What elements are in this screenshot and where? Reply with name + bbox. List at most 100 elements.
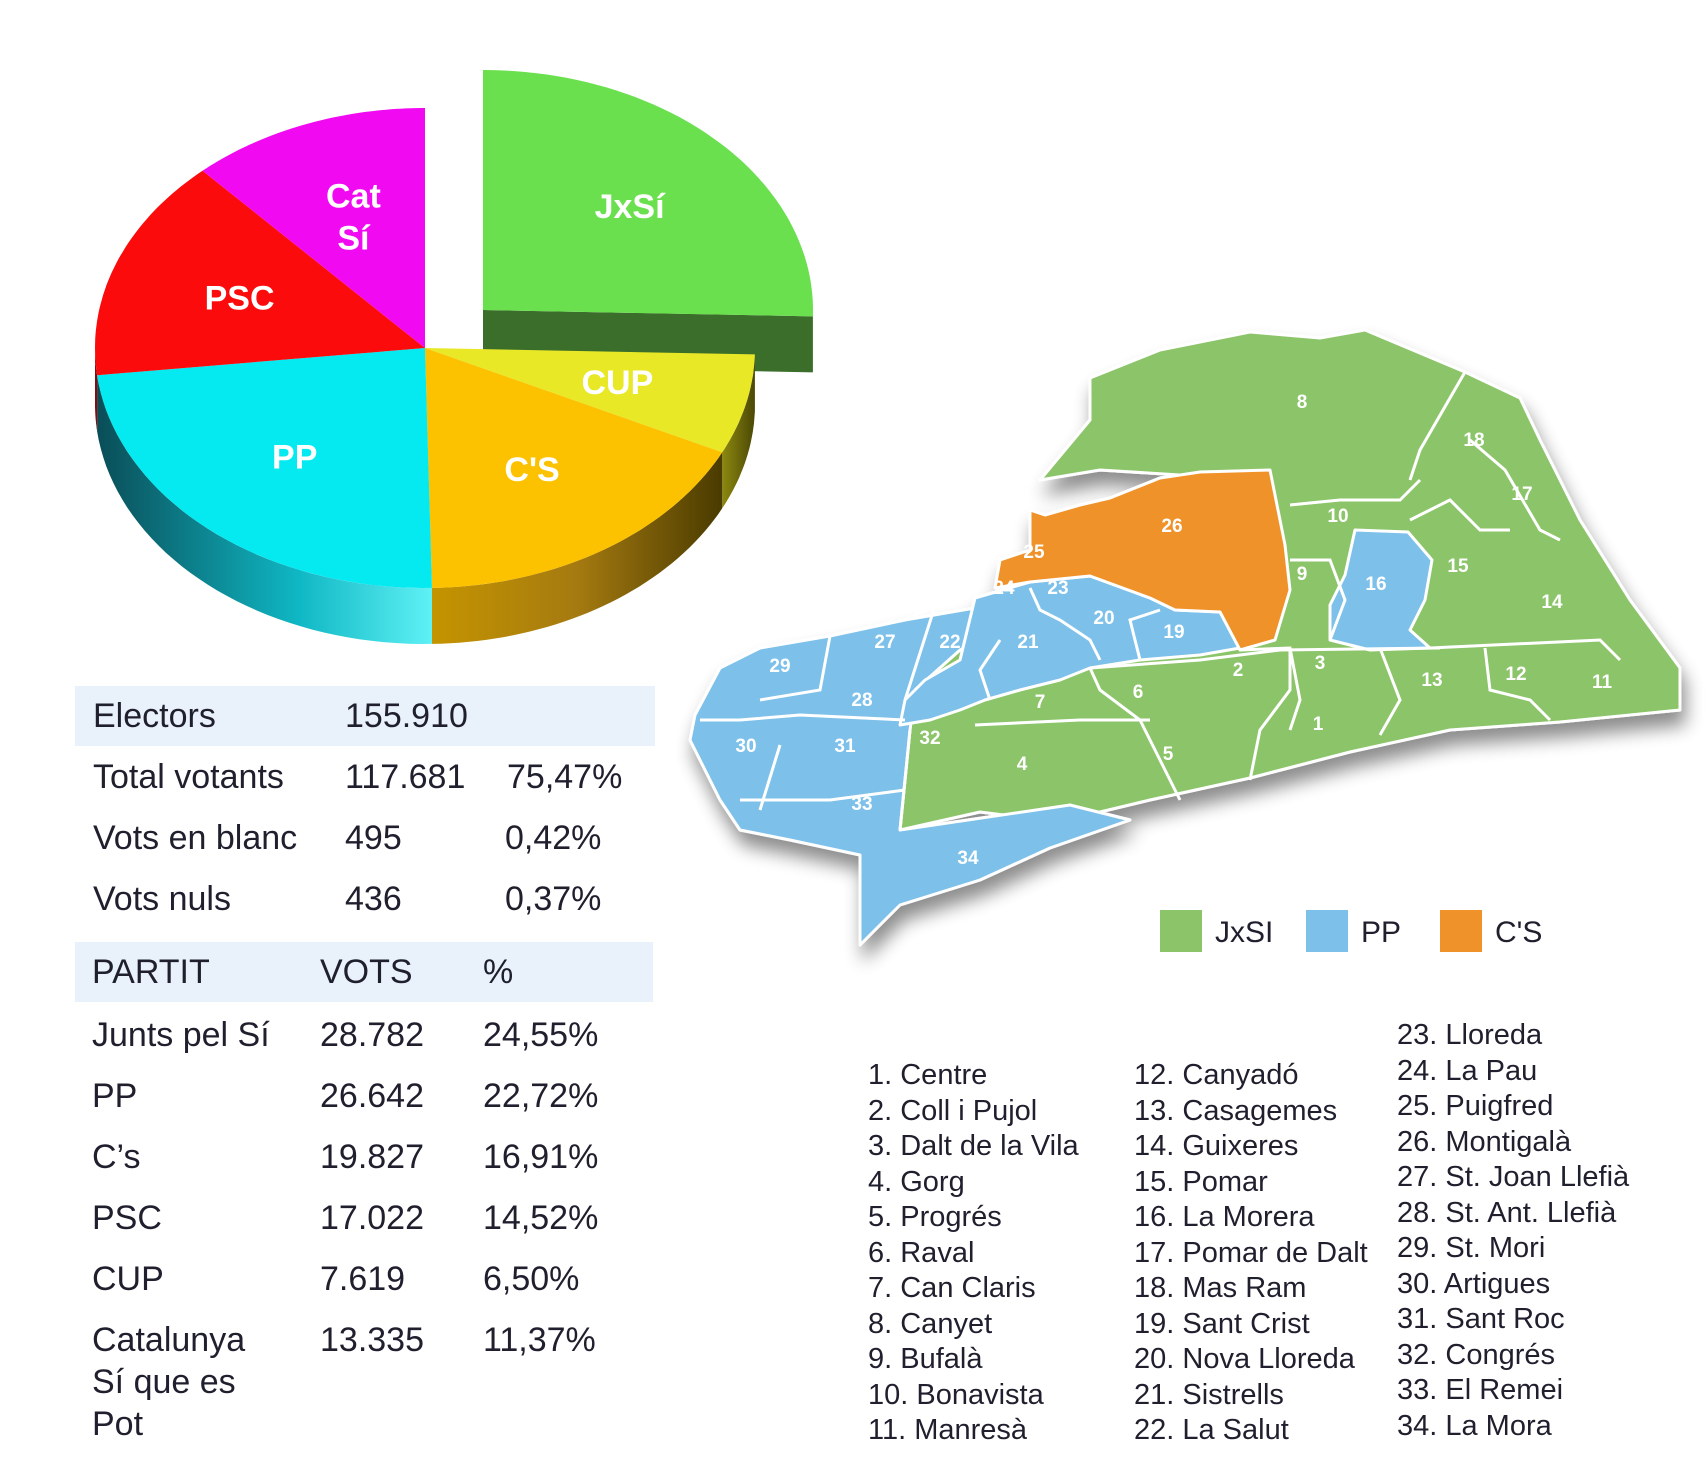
neighbourhood-item: 3. Dalt de la Vila xyxy=(868,1130,1079,1162)
neighbourhood-item: 1. Centre xyxy=(868,1059,988,1091)
header-party: PARTIT xyxy=(92,953,210,991)
map-region-number: 6 xyxy=(1133,682,1144,703)
summary-label: Vots nuls xyxy=(93,880,231,918)
map-region-number: 17 xyxy=(1511,484,1532,505)
map-region-number: 26 xyxy=(1161,516,1182,537)
pie-slice-side xyxy=(95,348,98,432)
map-region-number: 18 xyxy=(1463,430,1484,451)
map-region-number: 16 xyxy=(1365,574,1386,595)
pie-slice-label: CUP xyxy=(582,364,654,402)
neighbourhood-item: 22. La Salut xyxy=(1134,1414,1289,1446)
map-region-number: 29 xyxy=(769,656,790,677)
map-region-number: 3 xyxy=(1315,653,1326,674)
party-votes: 7.619 xyxy=(320,1260,406,1298)
party-name-line3: Pot xyxy=(92,1405,144,1443)
results-row: PSC 17.022 14,52% xyxy=(75,1189,653,1251)
neighbourhood-item: 28. St. Ant. Llefià xyxy=(1397,1196,1617,1229)
neighbourhood-item: 10. Bonavista xyxy=(868,1378,1044,1411)
summary-value: 117.681 xyxy=(345,758,466,796)
summary-row: Total votants 117.681 75,47% xyxy=(75,750,655,812)
results-row: Junts pel Sí 28.782 24,55% xyxy=(75,1006,653,1068)
party-name-line2: Sí que es xyxy=(92,1363,236,1401)
map-region-number: 12 xyxy=(1505,664,1526,685)
neighbourhood-item: 9. Bufalà xyxy=(868,1343,983,1375)
neighbourhood-item: 32. Congrés xyxy=(1397,1338,1555,1371)
summary-pct: 0,37% xyxy=(505,880,602,918)
pie-chart: JxSí CUP C'S PP PSC Cat Sí xyxy=(95,70,813,644)
neighbourhood-item: 5. Progrés xyxy=(868,1201,1002,1233)
summary-table: Electors 155.910 Total votants 117.681 7… xyxy=(75,686,655,966)
map-region-cs xyxy=(993,468,1292,652)
neighbourhood-item: 15. Pomar xyxy=(1134,1165,1268,1198)
party-name: PP xyxy=(92,1077,138,1115)
map-region-number: 14 xyxy=(1541,592,1563,613)
neighbourhood-map: 12 34 567891011121314151617181920212223242… xyxy=(688,328,1682,947)
neighbourhood-item: 14. Guixeres xyxy=(1134,1130,1299,1162)
neighbourhood-item: 17. Pomar de Dalt xyxy=(1134,1236,1368,1269)
summary-label: Vots en blanc xyxy=(93,819,298,857)
map-legend: JxSI PP C'S xyxy=(1160,910,1580,960)
pie-slice-label: PSC xyxy=(205,280,275,318)
map-region-number: 11 xyxy=(1592,672,1613,693)
pie-slice xyxy=(425,348,755,453)
neighbourhood-list-3: 23. Lloreda 24. La Pau 25. Puigfred 26. Mon… xyxy=(1397,1018,1629,1444)
map-region-number: 31 xyxy=(834,736,856,757)
map-region-number: 19 xyxy=(1163,622,1184,643)
map-region-number: 27 xyxy=(874,632,895,653)
legend-swatch-cs xyxy=(1440,910,1482,952)
pie-slice-label: C'S xyxy=(504,451,559,489)
map-region-number: 20 xyxy=(1093,608,1114,629)
neighbourhood-item: 25. Puigfred xyxy=(1397,1090,1554,1122)
map-region-number: 7 xyxy=(1035,692,1046,713)
party-name: Junts pel Sí xyxy=(92,1016,270,1054)
party-name: PSC xyxy=(92,1199,162,1237)
neighbourhood-list-2: 12. Canyadó 13. Casagemes 14. Guixeres 15. … xyxy=(1134,1058,1368,1449)
neighbourhood-item: 31. Sant Roc xyxy=(1397,1303,1565,1335)
party-pct: 6,50% xyxy=(483,1260,580,1298)
neighbourhood-item: 29. St. Mori xyxy=(1397,1232,1546,1264)
pie-slice-side xyxy=(97,375,432,644)
neighbourhood-item: 27. St. Joan Llefià xyxy=(1397,1161,1630,1193)
neighbourhood-item: 21. Sistrells xyxy=(1134,1378,1284,1411)
results-row: CUP 7.619 6,50% xyxy=(75,1250,653,1312)
map-region-number: 2 xyxy=(1233,660,1244,681)
neighbourhood-list-1: 1. Centre 2. Coll i Pujol 3. Dalt de la Vi… xyxy=(868,1058,1079,1449)
neighbourhood-item: 33. El Remei xyxy=(1397,1374,1564,1406)
party-votes: 28.782 xyxy=(320,1016,424,1054)
neighbourhood-item: 34. La Mora xyxy=(1397,1409,1552,1442)
summary-value: 436 xyxy=(345,880,402,918)
map-region-number: 5 xyxy=(1163,744,1174,765)
pie-slice-side xyxy=(432,452,723,644)
legend-swatch-pp xyxy=(1306,910,1348,952)
party-votes: 26.642 xyxy=(320,1077,424,1115)
party-name: C’s xyxy=(92,1138,141,1176)
results-header: PARTIT VOTS % xyxy=(75,942,653,1002)
neighbourhood-item: 30. Artigues xyxy=(1397,1267,1551,1300)
electors-value: 155.910 xyxy=(345,697,468,735)
electors-label: Electors xyxy=(93,697,216,735)
party-votes: 19.827 xyxy=(320,1138,424,1176)
pie-slice xyxy=(95,170,425,376)
header-votes: VOTS xyxy=(320,953,413,991)
pie-slice-side xyxy=(722,354,755,509)
party-votes: 17.022 xyxy=(320,1199,424,1237)
map-region-number: 10 xyxy=(1327,506,1348,527)
legend-label: JxSI xyxy=(1215,916,1274,949)
neighbourhood-item: 7. Can Claris xyxy=(868,1272,1036,1304)
map-region-number: 25 xyxy=(1023,542,1045,563)
neighbourhood-item: 12. Canyadó xyxy=(1134,1059,1299,1091)
neighbourhood-item: 8. Canyet xyxy=(868,1307,993,1340)
map-region-number: 24 xyxy=(993,578,1015,599)
electors-row: Electors 155.910 xyxy=(75,686,655,746)
summary-row: Vots en blanc 495 0,42% xyxy=(75,811,655,873)
neighbourhood-item: 2. Coll i Pujol xyxy=(868,1094,1038,1127)
neighbourhood-item: 13. Casagemes xyxy=(1134,1094,1338,1127)
map-region-number: 34 xyxy=(957,848,979,869)
map-region-number: 33 xyxy=(851,794,872,815)
party-votes: 13.335 xyxy=(320,1321,424,1359)
map-region-number: 30 xyxy=(735,736,756,757)
pie-slice-label: JxSí xyxy=(595,188,666,226)
map-region-number: 9 xyxy=(1297,564,1308,585)
party-pct: 22,72% xyxy=(483,1077,599,1115)
neighbourhood-item: 26. Montigalà xyxy=(1397,1125,1572,1158)
